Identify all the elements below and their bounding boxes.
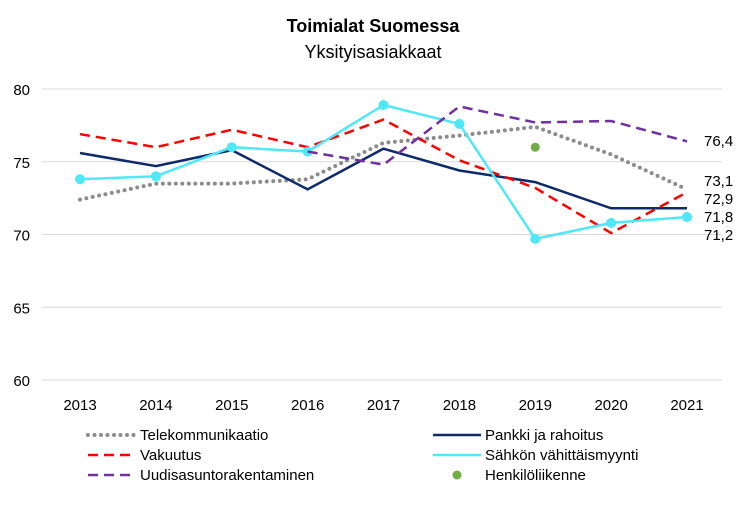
y-tick-label: 65 bbox=[13, 300, 30, 317]
x-tick-label: 2019 bbox=[519, 397, 552, 414]
data-point-s-hk-n-v-hitt-ismyynti bbox=[75, 174, 85, 185]
x-tick-label: 2017 bbox=[367, 397, 400, 414]
data-point-henkil-liikenne bbox=[530, 142, 540, 152]
series-line-telekommunikaatio bbox=[78, 124, 689, 202]
chart-subtitle: Yksityisasiakkaat bbox=[304, 42, 441, 62]
y-tick-label: 75 bbox=[13, 155, 30, 172]
end-label-pankki-ja-rahoitus: 71,8 bbox=[704, 209, 733, 226]
x-tick-label: 2014 bbox=[139, 397, 172, 414]
gridlines bbox=[42, 88, 722, 381]
series-line-s-hk-n-v-hitt-ismyynti bbox=[79, 103, 688, 241]
legend: Telekommunikaatio Pankki ja rahoitus Vakuu… bbox=[86, 427, 638, 484]
data-point-s-hk-n-v-hitt-ismyynti bbox=[682, 212, 692, 223]
y-tick-label: 60 bbox=[13, 373, 30, 390]
legend-label-pankki-ja-rahoitus: Pankki ja rahoitus bbox=[485, 427, 603, 444]
series-line-uudisasuntorakentaminen bbox=[307, 105, 688, 166]
y-tick-label: 80 bbox=[13, 82, 30, 99]
x-tick-label: 2018 bbox=[443, 397, 476, 414]
x-tick-label: 2015 bbox=[215, 397, 248, 414]
legend-label-henkil-liikenne: Henkilöliikenne bbox=[485, 467, 586, 484]
end-label-uudisasuntorakentaminen: 76,4 bbox=[704, 133, 733, 150]
end-label-s-hk-n-v-hitt-ismyynti: 71,2 bbox=[704, 227, 733, 244]
data-point-s-hk-n-v-hitt-ismyynti bbox=[530, 233, 541, 244]
legend-marker-henkil-liikenne bbox=[452, 470, 462, 480]
data-point-s-hk-n-v-hitt-ismyynti bbox=[226, 142, 237, 153]
end-label-vakuutus: 72,9 bbox=[704, 191, 733, 208]
end-label-telekommunikaatio: 73,1 bbox=[704, 173, 733, 190]
series-lines bbox=[75, 100, 692, 244]
x-tick-label: 2021 bbox=[670, 397, 703, 414]
x-tick-label: 2020 bbox=[594, 397, 627, 414]
x-tick-label: 2013 bbox=[63, 397, 96, 414]
y-tick-label: 70 bbox=[13, 228, 30, 245]
chart-title: Toimialat Suomessa bbox=[287, 16, 461, 36]
legend-label-vakuutus: Vakuutus bbox=[140, 447, 201, 464]
series-line-vakuutus bbox=[79, 118, 688, 235]
legend-label-telekommunikaatio: Telekommunikaatio bbox=[140, 427, 268, 444]
data-point-s-hk-n-v-hitt-ismyynti bbox=[606, 217, 617, 228]
data-point-s-hk-n-v-hitt-ismyynti bbox=[150, 171, 161, 182]
legend-label-uudisasuntorakentaminen: Uudisasuntorakentaminen bbox=[140, 467, 314, 484]
x-tick-label: 2016 bbox=[291, 397, 324, 414]
data-point-s-hk-n-v-hitt-ismyynti bbox=[454, 118, 465, 129]
series-line-pankki-ja-rahoitus bbox=[79, 147, 687, 210]
legend-label-s-hk-n-v-hitt-ismyynti: Sähkön vähittäismyynti bbox=[485, 447, 638, 464]
labels: 60 65 70 75 80 2013 2014 2015 2016 2017 2018 2019 20… bbox=[13, 82, 733, 414]
data-point-s-hk-n-v-hitt-ismyynti bbox=[378, 100, 389, 111]
